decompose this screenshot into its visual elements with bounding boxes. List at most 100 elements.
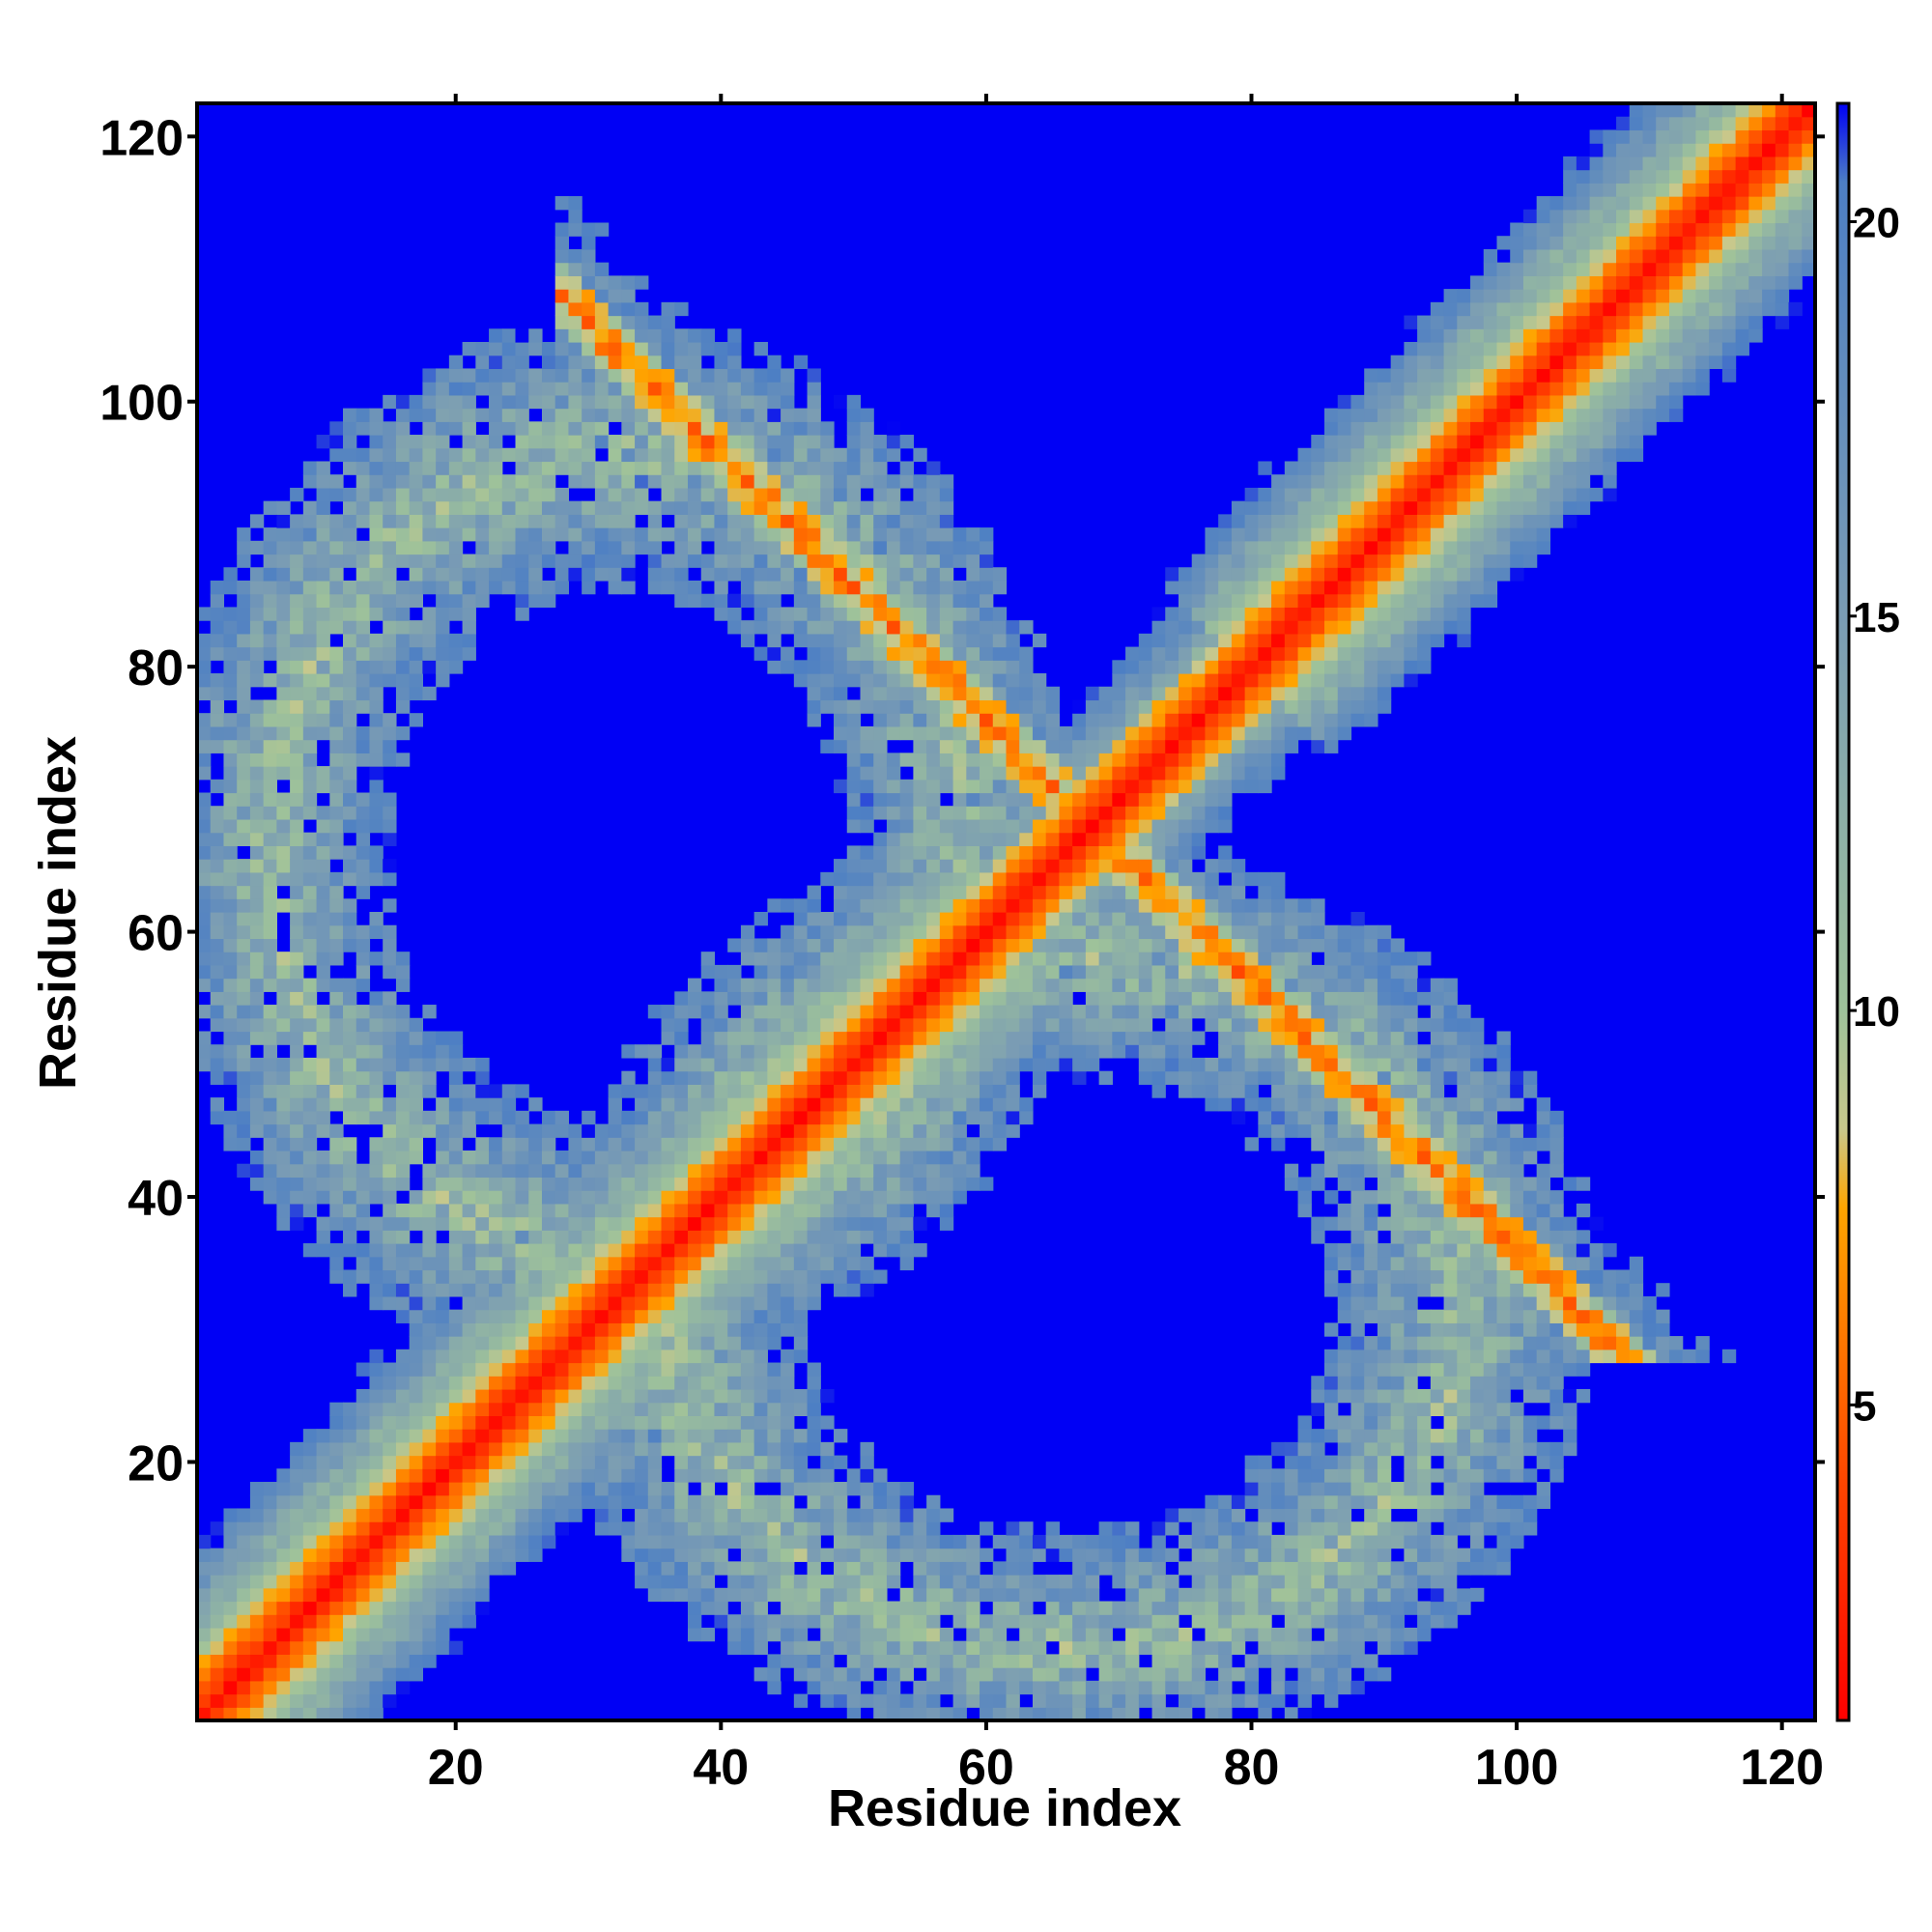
heatmap-cell bbox=[1019, 686, 1034, 701]
heatmap-cell bbox=[992, 818, 1008, 834]
heatmap-cell bbox=[926, 1680, 941, 1695]
heatmap-cell bbox=[210, 1070, 225, 1085]
heatmap-cell bbox=[409, 435, 423, 449]
heatmap-cell bbox=[939, 952, 954, 966]
heatmap-cell bbox=[753, 1388, 768, 1404]
heatmap-cell bbox=[436, 1057, 450, 1072]
heatmap-cell bbox=[846, 461, 862, 475]
heatmap-cell bbox=[1151, 620, 1166, 635]
heatmap-cell bbox=[793, 1044, 809, 1059]
heatmap-cell bbox=[647, 500, 663, 515]
heatmap-cell bbox=[687, 447, 702, 463]
heatmap-cell bbox=[700, 341, 716, 356]
heatmap-cell bbox=[263, 580, 277, 595]
heatmap-cell bbox=[237, 1123, 251, 1138]
heatmap-cell bbox=[1072, 725, 1087, 741]
heatmap-cell bbox=[1072, 1667, 1087, 1682]
heatmap-cell bbox=[249, 1057, 265, 1072]
heatmap-cell bbox=[568, 554, 582, 568]
heatmap-cell bbox=[807, 1084, 821, 1098]
heatmap-cell bbox=[966, 766, 980, 781]
heatmap-cell bbox=[1112, 1548, 1126, 1562]
heatmap-cell bbox=[1138, 713, 1153, 727]
heatmap-cell bbox=[541, 1269, 556, 1284]
heatmap-cell bbox=[528, 1402, 543, 1417]
heatmap-cell bbox=[860, 924, 874, 940]
heatmap-cell bbox=[820, 474, 835, 489]
heatmap-cell bbox=[290, 1508, 304, 1522]
heatmap-cell bbox=[674, 1190, 689, 1205]
heatmap-cell bbox=[1072, 859, 1087, 873]
heatmap-cell bbox=[197, 1654, 212, 1668]
heatmap-cell bbox=[661, 1494, 675, 1510]
heatmap-cell bbox=[939, 1575, 954, 1589]
heatmap-cell bbox=[886, 1190, 901, 1205]
heatmap-cell bbox=[621, 1402, 636, 1417]
heatmap-cell bbox=[343, 1269, 357, 1284]
heatmap-cell bbox=[582, 408, 596, 422]
heatmap-cell bbox=[767, 620, 781, 635]
heatmap-cell bbox=[223, 845, 238, 860]
heatmap-cell bbox=[515, 1322, 529, 1337]
heatmap-cell bbox=[316, 1190, 330, 1205]
heatmap-cell bbox=[952, 1057, 967, 1072]
heatmap-cell bbox=[1112, 871, 1126, 887]
heatmap-cell bbox=[952, 607, 967, 621]
heatmap-cell bbox=[1218, 593, 1233, 609]
heatmap-cell bbox=[873, 885, 888, 899]
heatmap-cell bbox=[860, 1190, 874, 1205]
heatmap-cell bbox=[687, 1468, 702, 1483]
heatmap-cell bbox=[541, 1150, 556, 1165]
heatmap-cell bbox=[926, 912, 941, 926]
heatmap-cell bbox=[263, 1587, 277, 1603]
heatmap-cell bbox=[647, 1336, 663, 1350]
heatmap-cell bbox=[1045, 1534, 1061, 1549]
heatmap-cell bbox=[237, 1031, 251, 1045]
heatmap-cell bbox=[489, 474, 503, 489]
heatmap-cell bbox=[1059, 792, 1073, 807]
heatmap-cell bbox=[462, 1415, 476, 1430]
heatmap-cell bbox=[1072, 1057, 1087, 1072]
heatmap-cell bbox=[1125, 1044, 1140, 1059]
heatmap-cell bbox=[873, 912, 888, 926]
heatmap-cell bbox=[343, 818, 357, 834]
heatmap-cell bbox=[608, 1468, 622, 1483]
heatmap-cell bbox=[860, 1587, 874, 1603]
heatmap-cell bbox=[1059, 753, 1073, 767]
heatmap-cell bbox=[568, 301, 582, 317]
heatmap-cell bbox=[475, 1295, 490, 1311]
heatmap-cell bbox=[343, 1150, 357, 1165]
heatmap-cell bbox=[594, 301, 610, 317]
heatmap-cell bbox=[846, 435, 862, 449]
heatmap-cell bbox=[541, 1349, 556, 1364]
heatmap-cell bbox=[1072, 885, 1087, 899]
heatmap-cell bbox=[846, 447, 862, 463]
heatmap-cell bbox=[687, 593, 702, 609]
heatmap-cell bbox=[395, 1548, 411, 1562]
heatmap-cell bbox=[316, 898, 330, 913]
heatmap-cell bbox=[952, 845, 967, 860]
heatmap-cell bbox=[276, 713, 291, 727]
heatmap-cell bbox=[781, 1322, 795, 1337]
heatmap-cell bbox=[1205, 912, 1219, 926]
heatmap-cell bbox=[700, 1349, 716, 1364]
heatmap-cell bbox=[767, 1376, 781, 1390]
heatmap-cell bbox=[886, 1163, 901, 1179]
heatmap-cell bbox=[886, 421, 901, 436]
heatmap-cell bbox=[980, 1017, 994, 1033]
heatmap-cell bbox=[369, 1269, 384, 1284]
heatmap-cell bbox=[926, 806, 941, 820]
heatmap-cell bbox=[952, 646, 967, 661]
heatmap-cell bbox=[515, 1482, 529, 1496]
heatmap-cell bbox=[820, 500, 835, 515]
heatmap-cell bbox=[436, 1441, 450, 1457]
heatmap-cell bbox=[926, 1097, 941, 1112]
heatmap-cell bbox=[939, 1707, 954, 1721]
heatmap-cell bbox=[197, 978, 212, 992]
heatmap-cell bbox=[793, 1336, 809, 1350]
heatmap-cell bbox=[528, 1243, 543, 1258]
heatmap-cell bbox=[197, 753, 212, 767]
heatmap-cell bbox=[448, 500, 464, 515]
heatmap-cell bbox=[781, 978, 795, 992]
heatmap-cell bbox=[687, 580, 702, 595]
